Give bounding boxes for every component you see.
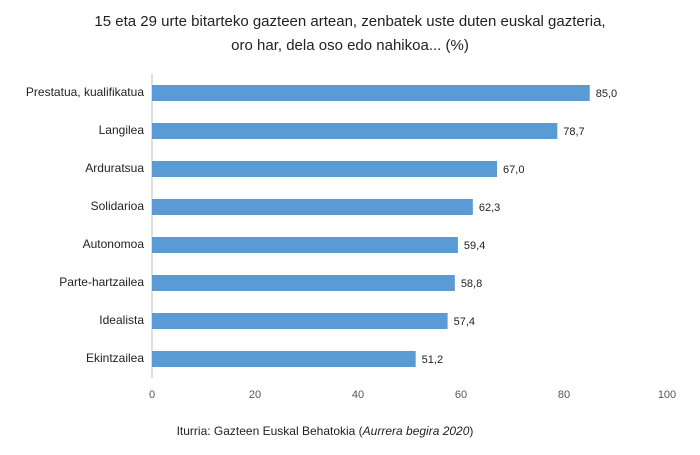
- y-tick-label: Ekintzailea: [86, 351, 144, 365]
- value-label: 58,8: [461, 278, 482, 290]
- value-label: 59,4: [464, 240, 485, 252]
- y-tick-label: Autonomoa: [83, 237, 145, 251]
- bar: [152, 351, 416, 367]
- x-tick-label: 0: [149, 389, 155, 401]
- y-tick-label: Parte-hartzailea: [59, 275, 144, 289]
- bar: [152, 123, 558, 139]
- value-label: 57,4: [454, 316, 475, 328]
- y-tick-label: Idealista: [99, 313, 144, 327]
- bar: [152, 275, 455, 291]
- value-label: 85,0: [596, 88, 617, 100]
- y-tick-label: Prestatua, kualifikatua: [26, 85, 144, 99]
- bar: [152, 85, 590, 101]
- bar: [152, 237, 458, 253]
- chart-title: 15 eta 29 urte bitarteko gazteen artean,…: [94, 13, 605, 30]
- value-label: 78,7: [563, 126, 584, 138]
- value-label: 67,0: [503, 164, 524, 176]
- x-tick-label: 20: [249, 389, 261, 401]
- value-label: 62,3: [479, 202, 500, 214]
- chart-title: oro har, dela oso edo nahikoa... (%): [231, 37, 469, 54]
- x-tick-label: 40: [352, 389, 364, 401]
- y-tick-label: Solidarioa: [91, 199, 145, 213]
- y-tick-label: Langilea: [99, 123, 145, 137]
- source-italic: Aurrera begira 2020: [362, 424, 470, 438]
- bar: [152, 161, 498, 177]
- source-text: Iturria: Gazteen Euskal Behatokia (: [177, 424, 363, 438]
- bar: [152, 199, 473, 215]
- source-text: ): [469, 424, 473, 438]
- x-tick-label: 100: [658, 389, 676, 401]
- bar: [152, 313, 448, 329]
- x-tick-label: 60: [455, 389, 467, 401]
- value-label: 51,2: [422, 354, 443, 366]
- y-tick-label: Arduratsua: [85, 161, 144, 175]
- x-tick-label: 80: [558, 389, 570, 401]
- source-note: Iturria: Gazteen Euskal Behatokia (Aurre…: [177, 424, 474, 438]
